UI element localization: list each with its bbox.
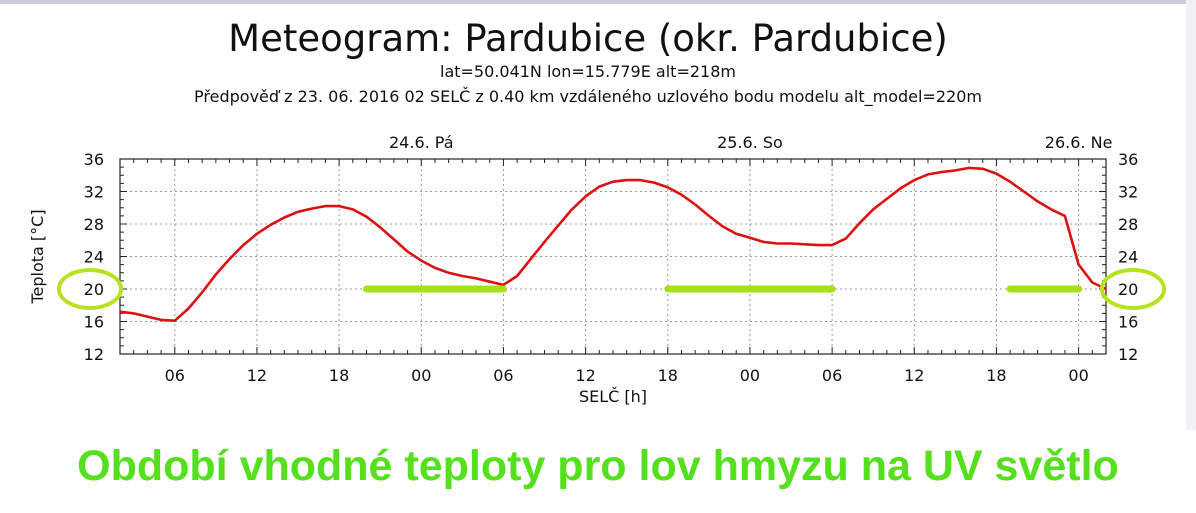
y-tick-label-right: 20 xyxy=(1118,280,1138,299)
day-label: 26.6. Ne xyxy=(1045,133,1113,152)
scroll-track[interactable] xyxy=(1186,0,1196,430)
x-tick-label: 12 xyxy=(247,366,267,385)
temperature-line xyxy=(119,166,1107,323)
chart-title: Meteogram: Pardubice (okr. Pardubice) xyxy=(228,17,948,60)
x-tick-label: 00 xyxy=(1068,366,1088,385)
y-tick-label-left: 32 xyxy=(84,183,104,202)
day-label: 24.6. Pá xyxy=(389,133,454,152)
y-tick-label-right: 16 xyxy=(1118,313,1138,332)
x-tick-label: 06 xyxy=(165,366,185,385)
y-tick-label-left: 16 xyxy=(84,313,104,332)
y-tick-label-left: 28 xyxy=(84,215,104,234)
y-tick-label-left: 20 xyxy=(84,280,104,299)
x-tick-label: 12 xyxy=(904,366,924,385)
x-tick-label: 06 xyxy=(822,366,842,385)
y-tick-label-right: 28 xyxy=(1118,215,1138,234)
x-tick-label: 18 xyxy=(658,366,678,385)
location-coordinates: lat=50.041N lon=15.779E alt=218m xyxy=(440,62,736,81)
x-axis-label: SELČ [h] xyxy=(579,387,647,406)
y-tick-label-left: 24 xyxy=(84,248,104,267)
x-tick-label: 00 xyxy=(740,366,760,385)
forecast-info: Předpověď z 23. 06. 2016 02 SELČ z 0.40 … xyxy=(194,87,982,106)
y-tick-label-right: 32 xyxy=(1118,183,1138,202)
caption-text: Období vhodné teploty pro lov hmyzu na U… xyxy=(77,442,1119,490)
day-label: 25.6. So xyxy=(717,133,783,152)
x-tick-label: 00 xyxy=(411,366,431,385)
x-tick-label: 06 xyxy=(493,366,513,385)
y-tick-label-left: 36 xyxy=(84,150,104,169)
y-tick-label-right: 24 xyxy=(1118,248,1138,267)
y-tick-label-right: 12 xyxy=(1118,345,1138,364)
meteogram-chart: 12 12 16 16 20 20 24 24 28 28 32 32 36 36 06 12 18 00 06 12… xyxy=(28,133,1166,406)
highlight-circle-left xyxy=(57,268,123,310)
x-tick-label: 18 xyxy=(986,366,1006,385)
top-border xyxy=(0,0,1196,4)
x-tick-label: 12 xyxy=(575,366,595,385)
y-tick-label-right: 36 xyxy=(1118,150,1138,169)
y-axis-label: Teplota [°C] xyxy=(28,209,47,304)
x-tick-label: 18 xyxy=(329,366,349,385)
plot-frame xyxy=(119,158,1107,355)
y-tick-label-left: 12 xyxy=(84,345,104,364)
highlight-circle-right xyxy=(1100,268,1166,310)
